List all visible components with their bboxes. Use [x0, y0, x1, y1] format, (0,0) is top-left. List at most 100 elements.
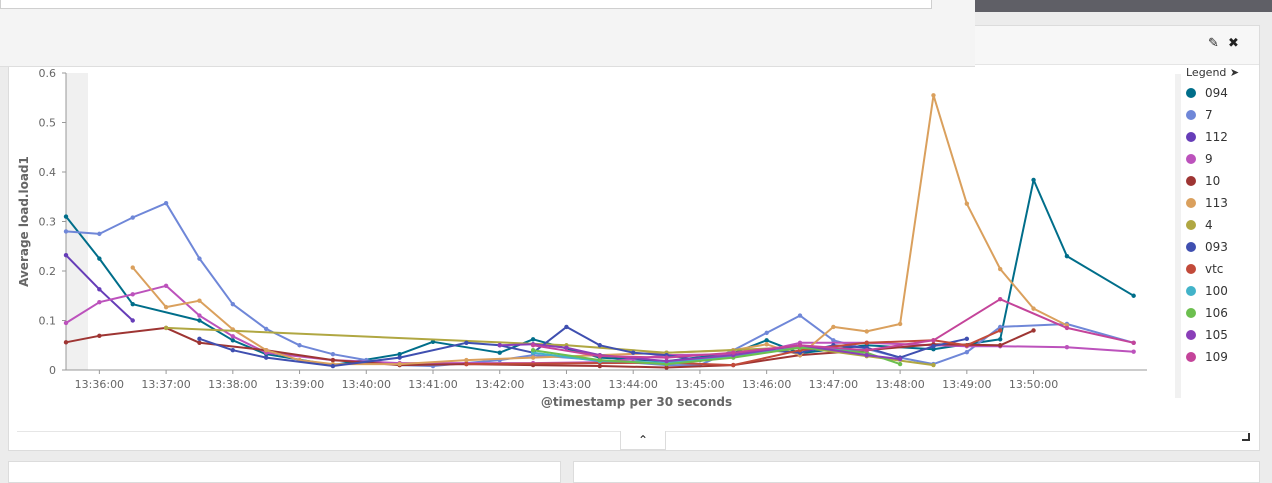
- data-point-094: [97, 256, 102, 261]
- data-point-7: [263, 326, 269, 332]
- data-point-113: [764, 342, 769, 347]
- legend-swatch: [1186, 286, 1196, 296]
- data-point-113: [1031, 306, 1036, 311]
- x-tick-label: 13:43:00: [542, 378, 591, 391]
- x-tick-label: 13:37:00: [141, 378, 190, 391]
- data-point-9: [97, 299, 102, 305]
- data-point-109: [664, 355, 669, 360]
- close-icon[interactable]: ✖: [1228, 36, 1239, 51]
- legend-item-7[interactable]: 7: [1186, 104, 1228, 126]
- legend-label: 106: [1205, 306, 1228, 320]
- resize-handle-icon[interactable]: [1242, 433, 1250, 441]
- data-point-113: [864, 329, 869, 334]
- legend-item-10[interactable]: 10: [1186, 170, 1228, 192]
- legend-swatch: [1186, 264, 1196, 274]
- legend-swatch: [1186, 242, 1196, 252]
- data-point-10: [597, 363, 603, 369]
- data-point-9: [197, 313, 202, 318]
- line-chart: 0 0.1 0.2 0.3 0.4 0.5 0.6 13:36:00 13:37:00 13:38…: [17, 67, 1147, 409]
- data-point-113: [897, 321, 903, 327]
- pencil-icon[interactable]: ✎: [1208, 36, 1219, 51]
- data-point-106: [530, 348, 536, 353]
- data-point-7: [330, 351, 336, 357]
- legend-swatch: [1186, 198, 1196, 208]
- visualization-panel: ✎ ✖ Legend ➤ 094 7 112 9 10 113 4 093 vtc 100 106 1…: [8, 25, 1260, 451]
- legend-item-109[interactable]: 109: [1186, 346, 1228, 368]
- data-point-094: [1131, 293, 1136, 298]
- legend-item-093[interactable]: 093: [1186, 236, 1228, 258]
- legend-swatch: [1186, 220, 1196, 230]
- x-tick-label: 13:41:00: [408, 378, 457, 391]
- data-point-9: [63, 320, 69, 326]
- legend-swatch: [1186, 88, 1196, 98]
- legend-item-113[interactable]: 113: [1186, 192, 1228, 214]
- data-point-10: [197, 340, 202, 345]
- data-point-4: [163, 325, 169, 331]
- y-tick-label: 0.3: [39, 216, 57, 229]
- legend-item-4[interactable]: 4: [1186, 214, 1228, 236]
- legend-label: 9: [1205, 152, 1213, 166]
- data-point-109: [1064, 325, 1070, 331]
- data-point-7: [831, 338, 836, 343]
- data-point-113: [530, 355, 536, 360]
- top-toolbar: [975, 0, 1272, 12]
- data-point-105: [497, 343, 502, 348]
- data-point-10: [97, 333, 102, 339]
- y-tick-label: 0: [49, 364, 56, 377]
- x-axis-title: @timestamp per 30 seconds: [541, 395, 732, 409]
- legend-swatch: [1186, 132, 1196, 142]
- legend-swatch: [1186, 352, 1196, 362]
- chevron-up-icon[interactable]: ⌃: [620, 431, 666, 450]
- legend-item-112[interactable]: 112: [1186, 126, 1228, 148]
- legend-scroll-strip: [1175, 74, 1181, 398]
- plot-left-band: [66, 73, 88, 370]
- series-line-113: [131, 94, 1068, 366]
- overlay-input[interactable]: [0, 0, 932, 9]
- data-point-vtc: [731, 362, 736, 368]
- circle-arrow-right-icon: ➤: [1229, 66, 1240, 79]
- data-point-094: [197, 318, 202, 323]
- legend-item-100[interactable]: 100: [1186, 280, 1228, 302]
- data-point-vtc: [964, 343, 970, 348]
- x-tick-label: 13:49:00: [942, 378, 991, 391]
- x-tick-label: 13:45:00: [675, 378, 724, 391]
- legend-label: 094: [1205, 86, 1228, 100]
- data-point-7: [130, 215, 135, 220]
- y-axis-title: Average load.load1: [17, 156, 31, 287]
- data-point-106: [897, 361, 903, 367]
- x-tick-label: 13:47:00: [809, 378, 858, 391]
- data-point-113: [130, 265, 135, 270]
- bottom-panel-left: [8, 461, 561, 483]
- legend-item-105[interactable]: 105: [1186, 324, 1228, 346]
- y-tick-label: 0.1: [39, 315, 57, 328]
- bottom-panel-right: [573, 461, 1260, 483]
- data-point-109: [864, 348, 869, 353]
- data-point-094: [997, 337, 1003, 342]
- legend-item-106[interactable]: 106: [1186, 302, 1228, 324]
- legend-item-9[interactable]: 9: [1186, 148, 1228, 170]
- data-point-7: [764, 330, 769, 336]
- data-point-112: [130, 318, 135, 323]
- data-point-094: [130, 301, 135, 307]
- legend-item-vtc[interactable]: vtc: [1186, 258, 1228, 280]
- legend-swatch: [1186, 330, 1196, 340]
- data-point-10: [330, 357, 336, 363]
- legend-item-094[interactable]: 094: [1186, 82, 1228, 104]
- data-point-109: [731, 350, 736, 355]
- data-point-093: [230, 348, 236, 353]
- legend-toggle[interactable]: Legend ➤: [1186, 66, 1239, 79]
- legend-title: Legend: [1186, 66, 1227, 79]
- data-point-093: [397, 355, 402, 360]
- data-point-093: [464, 340, 469, 345]
- data-point-094: [497, 350, 502, 355]
- data-point-105: [564, 345, 569, 350]
- data-point-vtc: [464, 361, 469, 367]
- data-point-113: [397, 361, 402, 367]
- data-point-112: [63, 252, 69, 258]
- data-point-vtc: [864, 340, 869, 345]
- data-point-113: [263, 348, 269, 353]
- data-point-105: [864, 352, 869, 358]
- data-point-093: [597, 343, 603, 348]
- data-point-112: [97, 287, 102, 292]
- data-point-10: [1031, 328, 1036, 333]
